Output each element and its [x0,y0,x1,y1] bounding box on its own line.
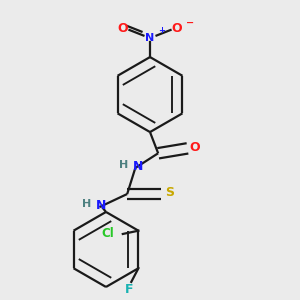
Text: −: − [186,17,194,28]
Text: O: O [189,141,200,154]
Text: H: H [82,199,91,209]
Text: F: F [124,283,133,296]
Text: H: H [119,160,128,170]
Text: +: + [158,26,165,35]
Text: O: O [172,22,182,34]
Text: Cl: Cl [101,227,114,240]
Text: O: O [118,22,128,34]
Text: N: N [96,199,106,212]
Text: N: N [146,33,154,43]
Text: N: N [133,160,143,173]
Text: S: S [165,186,174,199]
